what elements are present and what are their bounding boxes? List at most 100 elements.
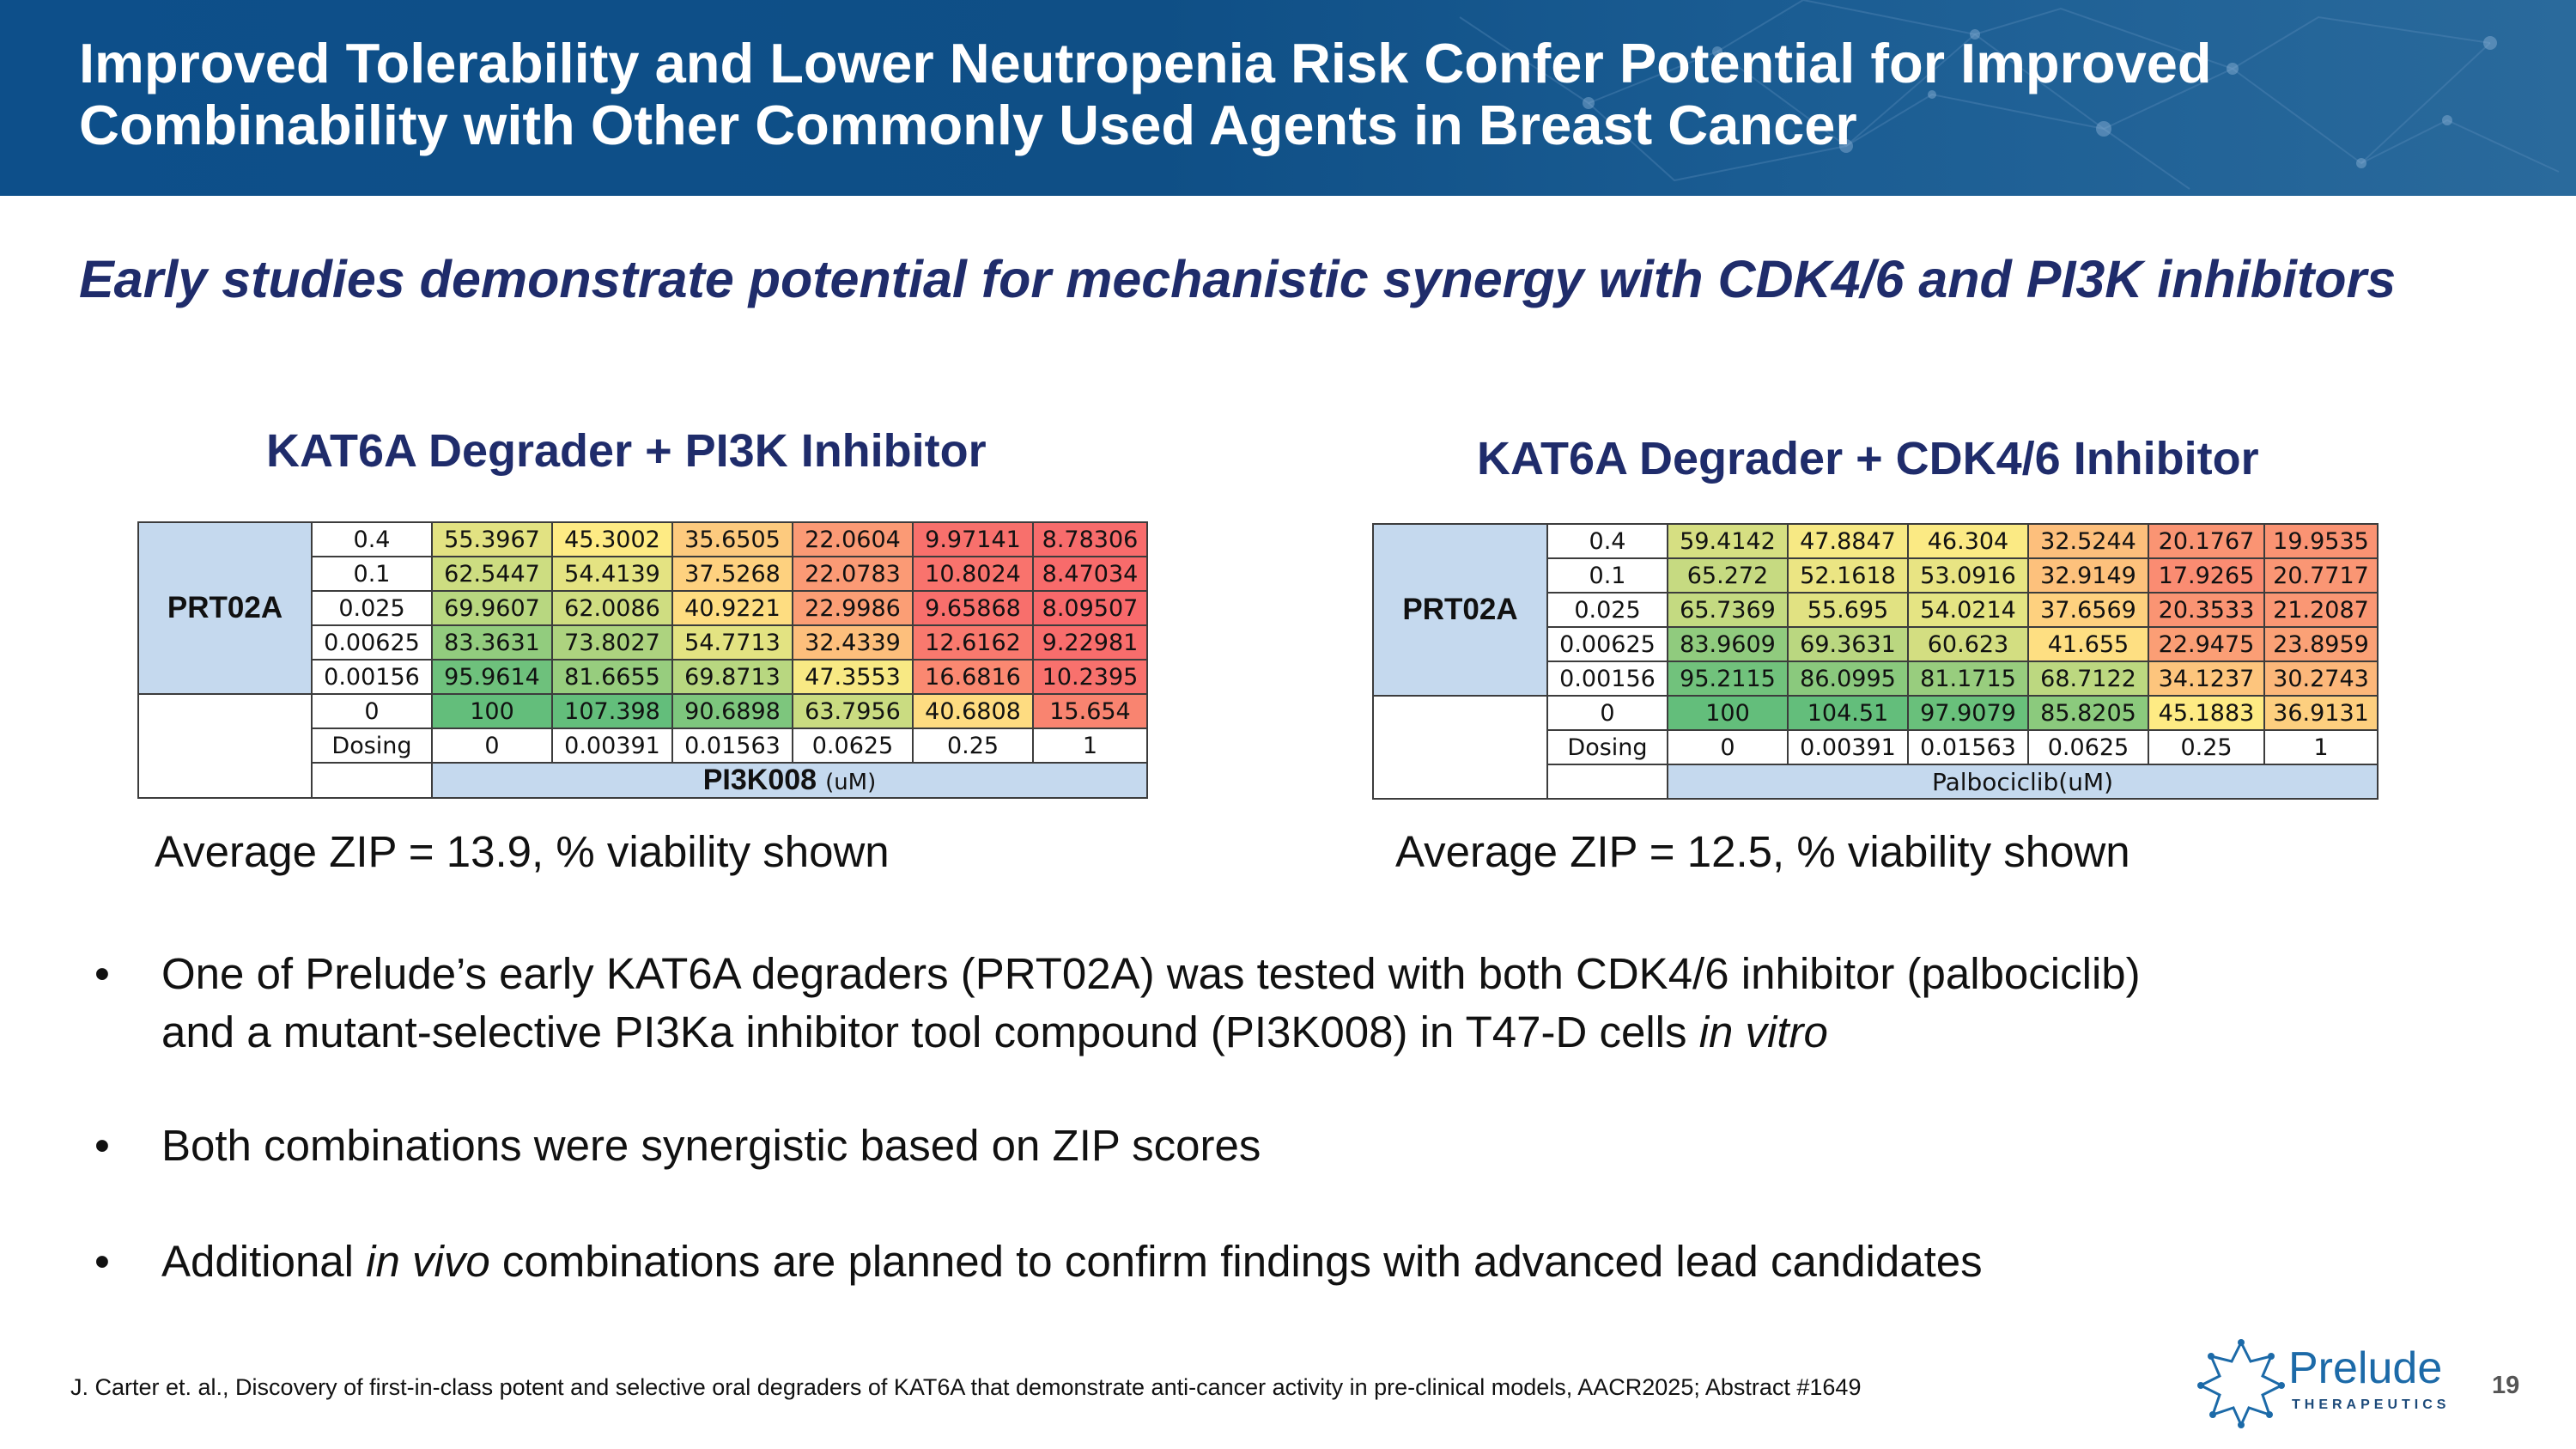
viability-cell: 47.3553 bbox=[792, 659, 914, 695]
dosing-label: Dosing bbox=[1546, 729, 1668, 765]
viability-cell: 69.3631 bbox=[1787, 626, 1909, 662]
bullet-list: • One of Prelude’s early KAT6A degraders… bbox=[94, 945, 2464, 1291]
viability-cell: 104.51 bbox=[1787, 695, 1909, 731]
dose-cell: 0.00156 bbox=[1546, 661, 1668, 697]
dosing-cell: 0.00391 bbox=[551, 728, 673, 764]
right-panel-title: KAT6A Degrader + CDK4/6 Inhibitor bbox=[1477, 433, 2259, 484]
dosing-cell: 0 bbox=[1667, 729, 1789, 765]
bullet-emphasis: in vitro bbox=[1698, 1008, 1828, 1056]
slide-title-line1: Improved Tolerability and Lower Neutrope… bbox=[79, 32, 2212, 94]
empty-corner-cell bbox=[137, 693, 313, 799]
dosing-cell: 0.01563 bbox=[671, 728, 793, 764]
slide-title: Improved Tolerability and Lower Neutrope… bbox=[79, 33, 2483, 156]
viability-cell: 62.5447 bbox=[431, 556, 553, 592]
viability-cell: 97.9079 bbox=[1907, 695, 2029, 731]
viability-cell: 83.9609 bbox=[1667, 626, 1789, 662]
viability-cell: 62.0086 bbox=[551, 590, 673, 626]
viability-cell: 95.9614 bbox=[431, 659, 553, 695]
viability-cell: 100 bbox=[1667, 695, 1789, 731]
viability-cell: 23.8959 bbox=[2263, 626, 2379, 662]
x-axis-label: PI3K008 bbox=[702, 764, 817, 796]
right-zip-score: Average ZIP = 12.5, % viability shown bbox=[1395, 827, 2130, 876]
viability-cell: 20.3533 bbox=[2148, 592, 2265, 628]
viability-cell: 81.6655 bbox=[551, 659, 673, 695]
bullet-marker: • bbox=[94, 1121, 110, 1170]
dose-cell: 0.025 bbox=[311, 590, 433, 626]
title-banner: Improved Tolerability and Lower Neutrope… bbox=[0, 0, 2576, 196]
dosing-label: Dosing bbox=[311, 728, 433, 764]
viability-cell: 8.09507 bbox=[1032, 590, 1148, 626]
bullet-marker: • bbox=[94, 949, 110, 998]
dose-cell: 0 bbox=[311, 693, 433, 729]
dose-cell: 0.00625 bbox=[1546, 626, 1668, 662]
bullet-marker: • bbox=[94, 1237, 110, 1286]
viability-cell: 9.65868 bbox=[912, 590, 1034, 626]
page-number: 19 bbox=[2492, 1372, 2520, 1399]
viability-cell: 17.9265 bbox=[2148, 557, 2265, 594]
viability-cell: 45.1883 bbox=[2148, 695, 2265, 731]
viability-cell: 69.9607 bbox=[431, 590, 553, 626]
viability-cell: 45.3002 bbox=[551, 521, 673, 557]
viability-cell: 37.5268 bbox=[671, 556, 793, 592]
bullet-text: Additional bbox=[161, 1237, 367, 1286]
viability-cell: 90.6898 bbox=[671, 693, 793, 729]
dosing-cell: 0.00391 bbox=[1787, 729, 1909, 765]
viability-cell: 35.6505 bbox=[671, 521, 793, 557]
dose-cell: 0.4 bbox=[311, 521, 433, 557]
prelude-star-icon bbox=[2197, 1339, 2285, 1428]
viability-cell: 22.0604 bbox=[792, 521, 914, 557]
viability-cell: 15.654 bbox=[1032, 693, 1148, 729]
viability-cell: 10.2395 bbox=[1032, 659, 1148, 695]
viability-cell: 65.272 bbox=[1667, 557, 1789, 594]
bullet-item: • One of Prelude’s early KAT6A degraders… bbox=[94, 945, 2464, 1062]
viability-cell: 8.47034 bbox=[1032, 556, 1148, 592]
dosing-cell: 0.25 bbox=[2148, 729, 2265, 765]
viability-cell: 37.6569 bbox=[2027, 592, 2149, 628]
viability-cell: 34.1237 bbox=[2148, 661, 2265, 697]
viability-cell: 65.7369 bbox=[1667, 592, 1789, 628]
viability-cell: 54.4139 bbox=[551, 556, 673, 592]
viability-cell: 32.4339 bbox=[792, 624, 914, 661]
bullet-text: combinations are planned to confirm find… bbox=[489, 1237, 1983, 1286]
viability-cell: 32.5244 bbox=[2027, 523, 2149, 559]
viability-cell: 85.8205 bbox=[2027, 695, 2149, 731]
empty-cell bbox=[1546, 764, 1668, 800]
viability-cell: 9.97141 bbox=[912, 521, 1034, 557]
row-group-label: PRT02A bbox=[1372, 523, 1548, 697]
bullet-item: • Additional in vivo combinations are pl… bbox=[94, 1233, 2464, 1291]
logo-tagline: THERAPEUTICS bbox=[2292, 1397, 2451, 1412]
viability-cell: 20.7717 bbox=[2263, 557, 2379, 594]
viability-cell: 55.3967 bbox=[431, 521, 553, 557]
viability-cell: 19.9535 bbox=[2263, 523, 2379, 559]
viability-cell: 46.304 bbox=[1907, 523, 2029, 559]
x-axis-label: Palbociclib(uM) bbox=[1931, 767, 2114, 796]
dosing-cell: 0.0625 bbox=[792, 728, 914, 764]
empty-cell bbox=[311, 762, 433, 799]
left-combination-grid: PRT02A 0.4 55.3967 45.3002 35.6505 22.06… bbox=[137, 521, 1148, 799]
x-axis-label-cell: Palbociclib(uM) bbox=[1667, 764, 2379, 800]
network-pattern-decoration bbox=[1459, 0, 2560, 190]
left-zip-score: Average ZIP = 13.9, % viability shown bbox=[155, 827, 890, 876]
dosing-cell: 1 bbox=[1032, 728, 1148, 764]
dose-cell: 0.4 bbox=[1546, 523, 1668, 559]
viability-cell: 10.8024 bbox=[912, 556, 1034, 592]
viability-cell: 30.2743 bbox=[2263, 661, 2379, 697]
viability-cell: 69.8713 bbox=[671, 659, 793, 695]
viability-cell: 107.398 bbox=[551, 693, 673, 729]
viability-cell: 20.1767 bbox=[2148, 523, 2265, 559]
viability-cell: 40.6808 bbox=[912, 693, 1034, 729]
viability-cell: 47.8847 bbox=[1787, 523, 1909, 559]
dose-cell: 0 bbox=[1546, 695, 1668, 731]
dosing-cell: 0 bbox=[431, 728, 553, 764]
prelude-logo: Prelude THERAPEUTICS bbox=[2194, 1336, 2460, 1430]
viability-cell: 54.0214 bbox=[1907, 592, 2029, 628]
viability-cell: 22.9986 bbox=[792, 590, 914, 626]
logo-wordmark: Prelude bbox=[2288, 1343, 2443, 1393]
dosing-cell: 0.01563 bbox=[1907, 729, 2029, 765]
viability-cell: 100 bbox=[431, 693, 553, 729]
right-combination-grid: PRT02A 0.4 59.4142 47.8847 46.304 32.524… bbox=[1372, 523, 2379, 800]
dosing-cell: 1 bbox=[2263, 729, 2379, 765]
bullet-text: Both combinations were synergistic based… bbox=[161, 1121, 1261, 1170]
viability-cell: 12.6162 bbox=[912, 624, 1034, 661]
viability-cell: 68.7122 bbox=[2027, 661, 2149, 697]
